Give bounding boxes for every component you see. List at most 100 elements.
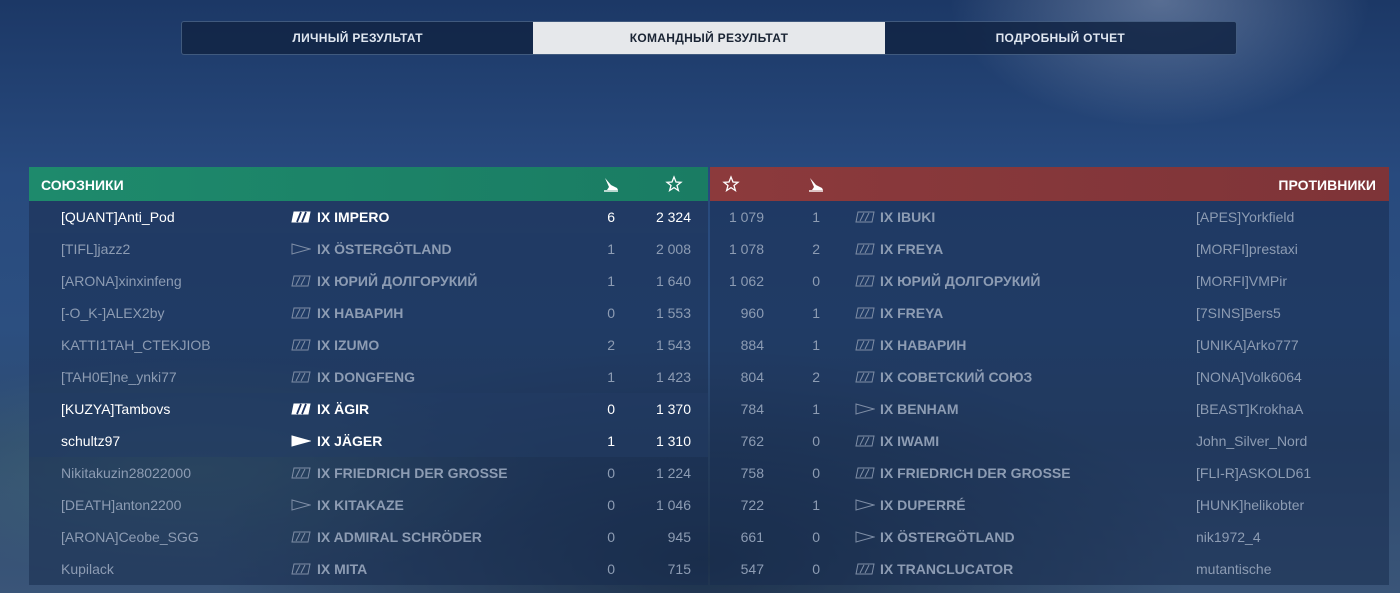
score-value: 1 078	[728, 241, 764, 257]
ship-name: IX DUPERRÉ	[880, 497, 966, 513]
table-row[interactable]: [ARONA]xinxinfeng IX ЮРИЙ ДОЛГОРУКИЙ 1 1 6…	[29, 265, 708, 297]
table-row[interactable]: Kupilack IX MITA 0 715	[29, 553, 708, 585]
player-name: [TIFL]jazz2	[61, 241, 131, 257]
ship-name: IX MITA	[317, 561, 368, 577]
cruiser-icon	[855, 307, 875, 319]
table-row[interactable]: 661 0 IX ÖSTERGÖTLAND nik1972_4	[710, 521, 1389, 553]
player-name: [7SINS]Bers5	[1196, 305, 1281, 321]
player-name: [DEATH]anton2200	[61, 497, 182, 513]
tab-personal-result[interactable]: ЛИЧНЫЙ РЕЗУЛЬТАТ	[292, 31, 423, 45]
kills-count: 0	[812, 561, 820, 577]
allies-list: [QUANT]Anti_Pod IX IMPERO 6 2 324 [TIFL]jaz…	[29, 201, 708, 585]
kills-count: 0	[812, 433, 820, 449]
cruiser-icon	[855, 563, 875, 575]
cruiser-icon	[855, 243, 875, 255]
player-name: [APES]Yorkfield	[1196, 209, 1295, 225]
table-row[interactable]: [ARONA]Ceobe_SGG IX ADMIRAL SCHRÖDER 0 945	[29, 521, 708, 553]
battleship-icon	[291, 403, 311, 415]
player-name: [MORFI]VMPir	[1196, 273, 1287, 289]
star-icon[interactable]	[722, 175, 740, 193]
kills-count: 1	[812, 401, 820, 417]
ship-name: IX FRIEDRICH DER GROSSE	[880, 465, 1071, 481]
player-name: [-O_K-]ALEX2by	[61, 305, 165, 321]
score-value: 2 008	[655, 241, 691, 257]
score-value: 784	[740, 401, 764, 417]
ship-sunk-icon[interactable]	[807, 175, 825, 193]
table-row[interactable]: 1 079 1 IX IBUKI [APES]Yorkfield	[710, 201, 1389, 233]
player-name: nik1972_4	[1196, 529, 1261, 545]
cruiser-icon	[855, 339, 875, 351]
kills-count: 1	[607, 369, 615, 385]
tab-detailed-report[interactable]: ПОДРОБНЫЙ ОТЧЕТ	[995, 31, 1126, 45]
cruiser-icon	[291, 275, 311, 287]
ship-name: IX IZUMO	[317, 337, 380, 353]
score-value: 945	[667, 529, 691, 545]
kills-count: 0	[607, 465, 615, 481]
destroyer-icon	[291, 243, 311, 255]
table-row[interactable]: 758 0 IX FRIEDRICH DER GROSSE [FLI-R]ASKOL…	[710, 457, 1389, 489]
table-row[interactable]: KATTI1TAH_CTEKJIOB IX IZUMO 2 1 543	[29, 329, 708, 361]
cruiser-icon	[855, 467, 875, 479]
enemies-header: ПРОТИВНИКИ	[710, 167, 1389, 201]
score-value: 960	[740, 305, 764, 321]
table-row[interactable]: 784 1 IX BENHAM [BEAST]KrokhaA	[710, 393, 1389, 425]
table-row[interactable]: 722 1 IX DUPERRÉ [HUNK]helikobter	[710, 489, 1389, 521]
kills-count: 1	[812, 337, 820, 353]
table-row[interactable]: 547 0 IX TRANCLUCATOR mutantische	[710, 553, 1389, 585]
player-name: [NONA]Volk6064	[1196, 369, 1302, 385]
table-row[interactable]: 960 1 IX FREYA [7SINS]Bers5	[710, 297, 1389, 329]
score-value: 1 079	[728, 209, 764, 225]
score-value: 1 062	[728, 273, 764, 289]
table-row[interactable]: [TIFL]jazz2 IX ÖSTERGÖTLAND 1 2 008	[29, 233, 708, 265]
score-value: 2 324	[655, 209, 691, 225]
cruiser-icon	[855, 371, 875, 383]
table-row[interactable]: [-O_K-]ALEX2by IX НАВАРИН 0 1 553	[29, 297, 708, 329]
table-row[interactable]: [TAH0E]ne_ynki77 IX DONGFENG 1 1 423	[29, 361, 708, 393]
ship-name: IX FREYA	[880, 241, 944, 257]
kills-count: 2	[812, 241, 820, 257]
kills-count: 2	[812, 369, 820, 385]
ship-sunk-icon[interactable]	[602, 175, 620, 193]
table-row[interactable]: 884 1 IX НАВАРИН [UNIKA]Arko777	[710, 329, 1389, 361]
kills-count: 1	[607, 241, 615, 257]
destroyer-icon	[855, 403, 875, 415]
score-value: 547	[740, 561, 764, 577]
ship-name: IX ÄGIR	[317, 401, 370, 417]
cruiser-icon	[291, 307, 311, 319]
table-row[interactable]: schultz97 IX JÄGER 1 1 310	[29, 425, 708, 457]
destroyer-icon	[291, 435, 311, 447]
kills-count: 1	[812, 497, 820, 513]
kills-count: 0	[607, 561, 615, 577]
table-row[interactable]: 804 2 IX СОВЕТСКИЙ СОЮЗ [NONA]Volk6064	[710, 361, 1389, 393]
table-row[interactable]: 1 062 0 IX ЮРИЙ ДОЛГОРУКИЙ [MORFI]VMPir	[710, 265, 1389, 297]
ship-name: IX IBUKI	[880, 209, 936, 225]
destroyer-icon	[855, 531, 875, 543]
star-icon[interactable]	[665, 175, 683, 193]
score-value: 1 310	[655, 433, 691, 449]
score-value: 1 224	[655, 465, 691, 481]
score-value: 758	[740, 465, 764, 481]
ship-name: IX ÖSTERGÖTLAND	[880, 529, 1015, 545]
table-row[interactable]: 762 0 IX IWAMI John_Silver_Nord	[710, 425, 1389, 457]
enemies-title: ПРОТИВНИКИ	[1278, 177, 1376, 193]
score-value: 1 370	[655, 401, 691, 417]
table-row[interactable]: Nikitakuzin28022000 IX FRIEDRICH DER GRO…	[29, 457, 708, 489]
table-row[interactable]: [QUANT]Anti_Pod IX IMPERO 6 2 324	[29, 201, 708, 233]
tab-team-result[interactable]: КОМАНДНЫЙ РЕЗУЛЬТАТ	[533, 22, 885, 54]
score-value: 1 640	[655, 273, 691, 289]
kills-count: 0	[812, 465, 820, 481]
ship-name: IX ЮРИЙ ДОЛГОРУКИЙ	[880, 273, 1041, 289]
kills-count: 0	[607, 305, 615, 321]
table-row[interactable]: [KUZYA]Tambovs IX ÄGIR 0 1 370	[29, 393, 708, 425]
score-value: 804	[740, 369, 764, 385]
ship-name: IX IMPERO	[317, 209, 390, 225]
kills-count: 1	[607, 273, 615, 289]
player-name: Kupilack	[61, 561, 114, 577]
player-name: [UNIKA]Arko777	[1196, 337, 1299, 353]
ship-name: IX BENHAM	[880, 401, 959, 417]
player-name: [ARONA]xinxinfeng	[61, 273, 182, 289]
table-row[interactable]: [DEATH]anton2200 IX KITAKAZE 0 1 046	[29, 489, 708, 521]
table-row[interactable]: 1 078 2 IX FREYA [MORFI]prestaxi	[710, 233, 1389, 265]
cruiser-icon	[291, 371, 311, 383]
ship-name: IX FRIEDRICH DER GROSSE	[317, 465, 508, 481]
